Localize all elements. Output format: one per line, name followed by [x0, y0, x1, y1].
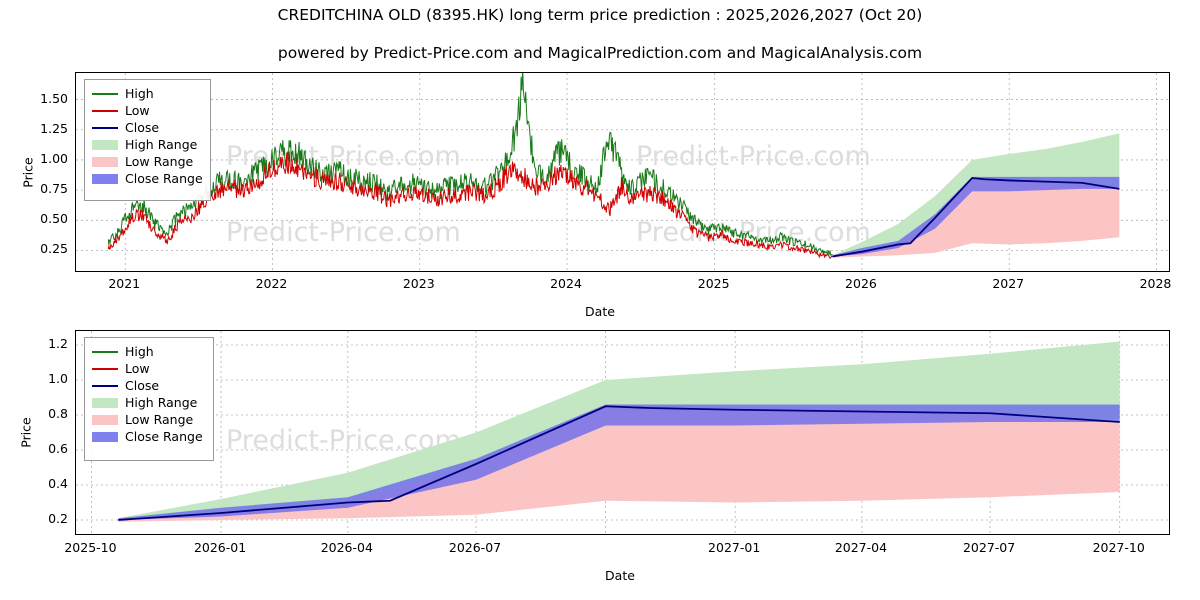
legend-label: Close Range	[125, 429, 203, 444]
legend-swatch-icon	[92, 346, 118, 357]
legend-label: High Range	[125, 395, 198, 410]
legend-swatch-icon	[92, 139, 118, 150]
svg-text:Predict-Price.com: Predict-Price.com	[226, 217, 461, 248]
bottom-chart-ytick: 0.6	[48, 441, 68, 456]
bottom-chart-xtick: 2025-10	[64, 540, 117, 555]
bottom-chart-xtick: 2026-04	[320, 540, 373, 555]
legend-swatch-icon	[92, 397, 118, 408]
top-chart-xtick: 2027	[992, 276, 1025, 291]
bottom-chart-xtick: 2026-01	[193, 540, 247, 555]
top-chart-ytick: 0.25	[40, 241, 68, 257]
top-chart-xtick: 2023	[402, 276, 435, 291]
top-chart-ytick: 1.50	[40, 90, 68, 106]
legend-label: Close Range	[125, 171, 203, 186]
legend-swatch-icon	[92, 173, 118, 184]
top-chart-xtick: 2022	[255, 276, 288, 291]
top-chart-xlabel: Date	[585, 304, 615, 319]
top-chart-legend-item-low: Low	[92, 102, 202, 119]
top-chart-ytick: 0.50	[40, 211, 68, 227]
bottom-chart-legend-item-close-range: Close Range	[92, 428, 205, 445]
top-chart-plot-area: Predict-Price.com Predict-Price.com Predic…	[75, 72, 1170, 272]
legend-label: Low Range	[125, 412, 194, 427]
bottom-chart-ytick: 0.4	[48, 476, 68, 491]
top-chart-xtick: 2026	[845, 276, 877, 291]
page-subtitle: powered by Predict-Price.com and Magical…	[277, 44, 923, 62]
top-chart-legend-item-low-range: Low Range	[92, 153, 202, 170]
bottom-chart-legend-item-high-range: High Range	[92, 394, 205, 411]
bottom-chart-legend-item-high: High	[92, 343, 205, 360]
top-chart-legend: High Low Close High Range Low Range Close Ran…	[84, 79, 211, 201]
top-chart-legend-item-high-range: High Range	[92, 136, 202, 153]
bottom-chart-ytick: 1.0	[48, 371, 68, 386]
legend-swatch-icon	[92, 414, 118, 425]
page-title: CREDITCHINA OLD (8395.HK) long term pric…	[277, 6, 923, 24]
bottom-chart-xtick: 2027-01	[708, 540, 761, 555]
svg-text:Predict-Price.com: Predict-Price.com	[636, 141, 871, 172]
top-chart-legend-item-close: Close	[92, 119, 202, 136]
legend-label: High	[125, 86, 154, 101]
top-chart-ytick: 1.00	[40, 150, 68, 166]
top-chart-xtick: 2024	[550, 276, 582, 291]
bottom-chart-legend: High Low Close High Range Low Range Close Ran…	[84, 337, 214, 461]
svg-text:Predict-Price.com: Predict-Price.com	[636, 217, 871, 248]
bottom-chart-ytick: 1.2	[48, 336, 68, 351]
legend-swatch-icon	[92, 380, 118, 391]
bottom-chart-legend-item-low: Low	[92, 360, 205, 377]
top-chart-xtick: 2021	[108, 276, 141, 291]
legend-swatch-icon	[92, 122, 118, 133]
bottom-chart-legend-item-low-range: Low Range	[92, 411, 205, 428]
bottom-chart-ytick: 0.8	[48, 406, 68, 421]
top-chart-legend-item-high: High	[92, 85, 202, 102]
bottom-chart-legend-item-close: Close	[92, 377, 205, 394]
top-chart-xtick: 2028	[1139, 276, 1172, 291]
bottom-chart-xtick: 2027-07	[962, 540, 1016, 555]
legend-label: Low Range	[125, 154, 194, 169]
legend-label: Close	[125, 378, 160, 393]
legend-swatch-icon	[92, 105, 118, 116]
legend-swatch-icon	[92, 363, 118, 374]
legend-label: High Range	[125, 137, 198, 152]
legend-swatch-icon	[92, 156, 118, 167]
top-chart-legend-item-close-range: Close Range	[92, 170, 203, 187]
legend-label: Low	[125, 361, 150, 376]
bottom-chart-xlabel: Date	[605, 568, 635, 583]
top-chart-ytick: 0.75	[40, 181, 68, 197]
bottom-chart-xtick: 2027-10	[1092, 540, 1145, 555]
legend-label: High	[125, 344, 154, 359]
legend-swatch-icon	[92, 431, 118, 442]
top-chart-svg: Predict-Price.com Predict-Price.com Predic…	[76, 73, 1169, 271]
top-chart-xtick: 2025	[697, 276, 730, 291]
top-chart-ytick: 1.25	[40, 120, 68, 136]
bottom-chart-xtick: 2027-04	[834, 540, 888, 555]
legend-label: Close	[125, 120, 160, 135]
bottom-chart-ytick: 0.2	[48, 511, 68, 526]
legend-swatch-icon	[92, 88, 118, 99]
bottom-chart-xtick: 2026-07	[448, 540, 502, 555]
legend-label: Low	[125, 103, 150, 118]
